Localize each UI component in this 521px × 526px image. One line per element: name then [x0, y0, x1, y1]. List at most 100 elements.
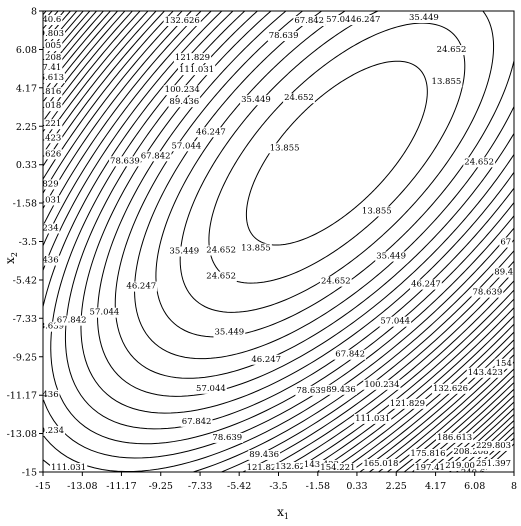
- contour-label-text: .436: [40, 256, 59, 266]
- contour-label-text: 13.855: [270, 143, 300, 153]
- contour-label-text: 132.626: [433, 384, 468, 394]
- contour-label-text: 186.613: [437, 433, 472, 443]
- contour-label-text: 24.652: [206, 246, 236, 256]
- contour-line: [179, 11, 495, 313]
- contour-label-text: 229.803: [476, 441, 511, 451]
- y-tick-label: -1.58: [13, 199, 37, 210]
- contour-label: 111.031: [354, 413, 392, 424]
- contour-label-background: [349, 15, 382, 26]
- contour-label-background: [163, 85, 201, 96]
- contour-label-text: 13.855: [362, 206, 392, 216]
- contour-label: 208.208: [452, 446, 490, 457]
- contour-label: 240.6: [43, 15, 63, 26]
- contour-line: [43, 11, 514, 472]
- contour-label: 8.208: [43, 53, 63, 64]
- contour-label: 3.423: [43, 133, 63, 144]
- contour-label: 111.031: [178, 65, 216, 76]
- contour-label: 46.247: [349, 15, 382, 26]
- y-tick-label: -13.08: [7, 429, 37, 440]
- contour-label-background: [43, 149, 63, 160]
- contour-label-background: [463, 157, 496, 168]
- contour-label-background: [283, 93, 315, 104]
- contour-label-text: 46.247: [351, 15, 381, 25]
- contour-label-text: 00.234: [34, 426, 64, 436]
- contour-line: [43, 11, 514, 459]
- contour-label: 143.423: [466, 367, 504, 378]
- contour-label-background: [43, 133, 63, 144]
- contour-label-background: [125, 281, 158, 292]
- contour-label-text: 89.803: [34, 29, 64, 39]
- contour-label-text: 100.234: [165, 85, 200, 95]
- contour-label-text: 24.652: [464, 157, 494, 167]
- contour-label-text: 78.639: [212, 433, 242, 443]
- contour-label: 111.031: [50, 462, 88, 472]
- contour-label: 229.803: [474, 440, 513, 451]
- contour-label-background: [388, 398, 427, 409]
- contour-label-background: [466, 367, 504, 378]
- contour-label-background: [493, 267, 514, 278]
- contour-label: 2.626: [43, 149, 63, 160]
- contour-label-background: [379, 316, 412, 327]
- x-tick-label: -3.5: [269, 481, 287, 492]
- contour-label-background: [43, 63, 63, 74]
- contour-label-text: 219.005: [445, 461, 480, 471]
- y-tick-label: -11.17: [7, 391, 37, 402]
- contour-label: 78.639: [267, 31, 300, 42]
- contour-label: 240.6: [459, 468, 487, 472]
- contour-label-background: [43, 389, 60, 400]
- contour-label: 13.855: [268, 143, 301, 154]
- contour-label-background: [168, 246, 201, 257]
- contour-label-text: 132.626: [275, 462, 310, 472]
- contour-label: .436: [43, 389, 60, 400]
- contour-label-text: 121.829: [390, 399, 425, 409]
- y-tick-label: 0.33: [16, 160, 37, 171]
- contour-label: 9.005: [43, 41, 63, 52]
- contour-label-text: 78.639: [34, 322, 64, 332]
- contour-label-background: [250, 354, 283, 365]
- contour-label: 24.652: [205, 271, 238, 282]
- contour-label-background: [414, 462, 446, 472]
- contour-label: 35.449: [168, 246, 201, 257]
- contour-line: [96, 11, 514, 397]
- contour-label-text: 46.247: [411, 280, 441, 290]
- contour-label-text: 165.018: [363, 459, 398, 469]
- contour-label: .436: [40, 255, 60, 266]
- contour-label-text: 132.626: [165, 16, 200, 26]
- contour-label-background: [170, 141, 203, 152]
- contour-label-text: 78.639: [473, 288, 503, 298]
- contour-label-text: 89.436: [326, 385, 356, 395]
- contour-line: [114, 11, 514, 379]
- contour-label: 100.234: [163, 85, 201, 96]
- x-tick-label: 6.08: [464, 481, 485, 492]
- contour-label: 57.044: [195, 383, 227, 394]
- contour-label-background: [205, 245, 238, 256]
- contour-label-background: [408, 13, 440, 24]
- contour-label-background: [88, 307, 121, 318]
- contour-label: 35.449: [408, 13, 440, 24]
- contour-label-background: [139, 151, 172, 162]
- contour-label-text: 24.652: [284, 93, 314, 103]
- contour-line: [64, 11, 514, 430]
- contour-label-background: [459, 468, 487, 472]
- contour-label-text: 57.044: [380, 317, 410, 327]
- contour-label-background: [354, 413, 392, 424]
- contour-label-background: [494, 358, 513, 369]
- contour-label-background: [362, 458, 400, 469]
- contour-label: 4.221: [43, 119, 63, 130]
- x-tick-label: 4.17: [425, 481, 446, 492]
- contour-label-background: [168, 97, 201, 108]
- contour-label-background: [363, 379, 401, 390]
- y-axis: 8 6.08 4.17 2.25 0.33 -1.58 -3.5 -5.42 -7.33 -9.2…: [7, 7, 43, 479]
- contour-label-text: 13.855: [241, 244, 271, 254]
- contour-label: 46.247: [125, 281, 158, 292]
- contour-label: 57.044: [88, 307, 121, 318]
